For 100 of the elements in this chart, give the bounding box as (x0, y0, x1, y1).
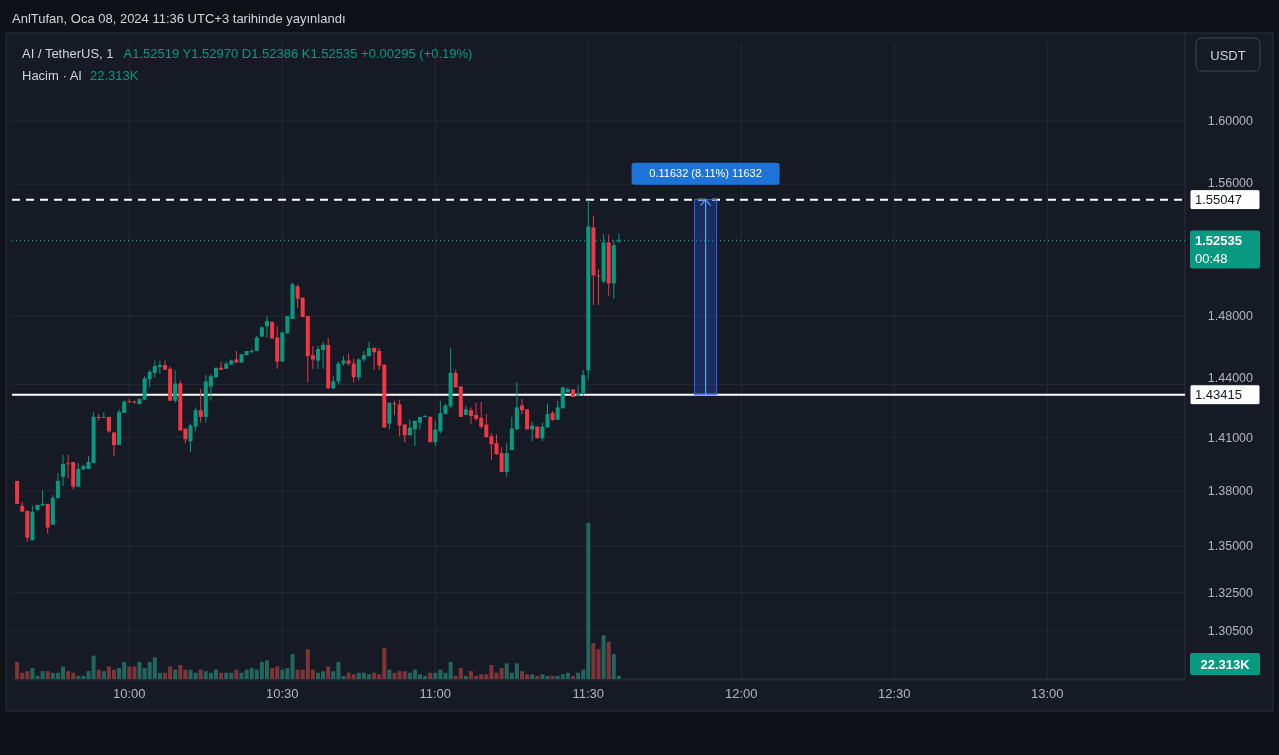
x-tick-label: 12:00 (725, 686, 758, 701)
candlestick (351, 357, 356, 383)
candlestick (581, 369, 586, 397)
candlestick (356, 357, 361, 381)
bar (341, 675, 346, 679)
candlestick (265, 315, 269, 339)
annotation: 22.313K (89, 68, 139, 83)
ref-line-label: 1.43415 (1195, 387, 1242, 403)
bar (15, 661, 20, 679)
bar (198, 669, 203, 679)
y-tick-label: 1.60000 (1207, 114, 1254, 129)
text: AnlTufan, Oca 08, 2024 11:36 UTC+3 tarihinde yayınlandı (12, 11, 346, 26)
bar (433, 672, 438, 679)
bar (193, 672, 198, 679)
candlestick (173, 369, 178, 404)
bar (530, 674, 535, 679)
bar (565, 672, 570, 679)
y-tick-label: 1.41000 (1207, 430, 1254, 445)
candlestick (132, 399, 137, 405)
candlestick (55, 472, 60, 500)
bar (463, 675, 468, 679)
candlestick (157, 360, 162, 375)
bar (45, 671, 50, 679)
y-tick-label: 1.35000 (1207, 539, 1254, 554)
bar (402, 671, 407, 679)
candlestick (514, 381, 519, 430)
candlestick (504, 442, 509, 478)
bar (351, 674, 356, 679)
bar (550, 675, 555, 679)
chart-subtitle: A1.52519 Y1.52970 D1.52386 K1.52535 +0.00295 (+0.19%) (123, 46, 473, 61)
bar (458, 668, 463, 679)
bar (596, 649, 601, 679)
chart-title: AI / TetherUS, 1 (22, 46, 114, 61)
bar (576, 672, 581, 679)
candlestick (509, 416, 514, 451)
bar (101, 671, 106, 679)
bar (234, 669, 239, 679)
ref-line-label: 1.52535 (1195, 233, 1242, 249)
bar (591, 643, 596, 679)
bar (571, 675, 575, 679)
x-tick-label: 13:00 (1031, 686, 1064, 701)
bar (545, 675, 550, 679)
bar (535, 675, 540, 679)
candlestick (596, 268, 601, 306)
y-tick-label: 1.56000 (1207, 176, 1254, 190)
y-tick-label: 1.48000 (1207, 309, 1254, 324)
candlestick (61, 454, 65, 487)
x-tick-label: 10:30 (266, 686, 299, 701)
bar (499, 668, 504, 679)
bar (178, 664, 183, 679)
y-tick-label: 1.30500 (1207, 624, 1254, 639)
bar (40, 671, 45, 679)
candlestick (112, 431, 116, 457)
bar (96, 669, 101, 679)
ref-line-label: 1.55047 (1195, 192, 1242, 208)
bar (30, 668, 35, 679)
candlestick (45, 503, 50, 535)
bar (280, 669, 285, 679)
bar (540, 674, 545, 679)
bar (173, 669, 178, 679)
text: USDT (1210, 47, 1246, 63)
candlestick (576, 384, 581, 397)
candlestick (76, 462, 81, 488)
bar (270, 668, 275, 679)
bar (76, 675, 81, 679)
text: 00:48 (1195, 251, 1228, 267)
x-tick-label: 11:30 (572, 686, 605, 701)
candlestick (198, 388, 203, 424)
candlestick (219, 361, 224, 371)
annotation: 0.11632 (8.11%) 11632 (649, 167, 762, 180)
x-tick-label: 11:00 (419, 686, 452, 701)
bar (127, 666, 132, 679)
bar (66, 671, 71, 679)
bar (601, 635, 606, 679)
text: 22.313K (1200, 656, 1250, 672)
bar (428, 672, 433, 679)
bar (224, 672, 229, 679)
y-tick-label: 1.38000 (1207, 484, 1254, 499)
bar (514, 663, 519, 679)
bar (387, 669, 392, 679)
y-tick-label: 1.44000 (1207, 371, 1254, 386)
bar (91, 655, 96, 679)
candlestick (101, 411, 106, 418)
candlestick (540, 422, 545, 442)
bar (372, 672, 377, 679)
bar (448, 661, 453, 679)
bar (290, 654, 295, 679)
candlestick (372, 346, 377, 371)
label-badge: 0.11632 (8.11%) 11632 (631, 162, 780, 185)
chart-title: Hacim · AI (22, 68, 82, 83)
x-tick-label: 12:30 (878, 686, 911, 701)
candlestick (423, 414, 428, 418)
candlestick (40, 489, 45, 507)
candlestick (387, 402, 392, 430)
bar (219, 672, 224, 679)
bar (326, 666, 331, 679)
x-tick-label: 10:00 (113, 686, 146, 701)
candlestick (499, 446, 504, 473)
candlestick (336, 361, 341, 386)
y-tick-label: 1.32500 (1207, 586, 1254, 601)
